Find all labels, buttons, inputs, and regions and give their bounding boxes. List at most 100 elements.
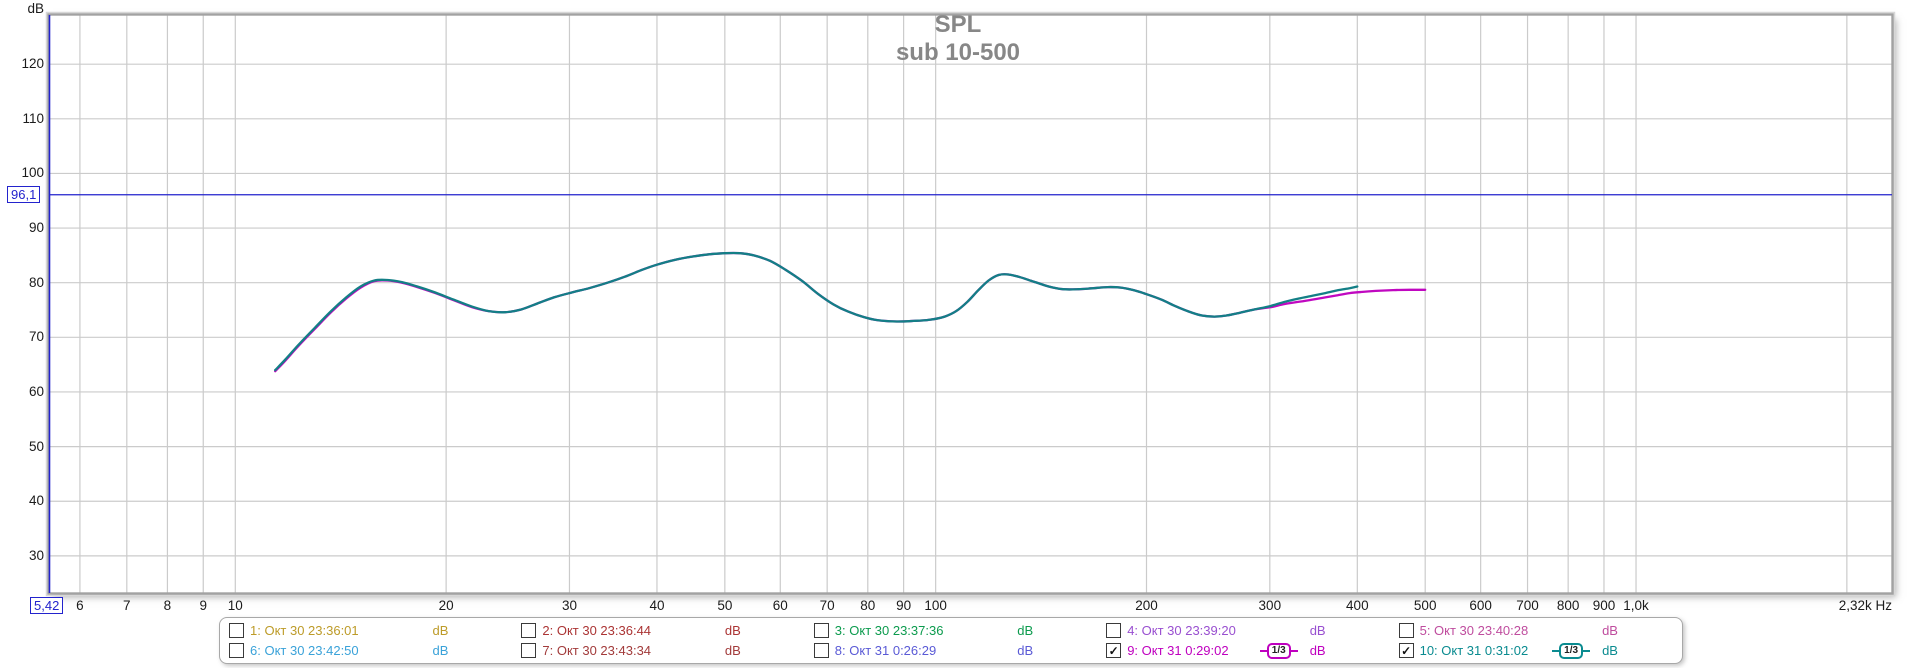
x-tick-label: 60 xyxy=(772,598,788,613)
x-tick-label: 500 xyxy=(1413,598,1437,613)
legend-item[interactable]: 1: Окт 30 23:36:01 dB xyxy=(220,620,512,641)
smoothing-badge[interactable]: 1/3 xyxy=(1259,642,1298,659)
smoothing-value: 1/3 xyxy=(1559,642,1584,659)
y-tick-label: 100 xyxy=(21,165,44,181)
x-tick-label: 900 xyxy=(1592,598,1616,613)
y-tick-label: 120 xyxy=(21,56,44,72)
x-tick-label: 9 xyxy=(199,598,207,613)
legend-checkbox[interactable] xyxy=(229,622,244,638)
legend-measurement-label: 10: Окт 31 0:31:02 xyxy=(1419,643,1529,659)
y-tick-label: 80 xyxy=(28,274,44,290)
legend-measurement-label: 8: Окт 31 0:26:29 xyxy=(834,643,937,659)
legend-checkbox[interactable] xyxy=(813,643,829,659)
legend-unit-label: dB xyxy=(724,622,741,638)
chart-subtitle: sub 10-500 xyxy=(895,39,1021,66)
legend-item[interactable]: 5: Окт 30 23:40:28 dB xyxy=(1390,620,1682,641)
legend-checkbox[interactable] xyxy=(1106,622,1122,638)
x-tick-label: 80 xyxy=(860,598,876,613)
chart-title: SPL xyxy=(934,11,982,38)
x-tick-label: 70 xyxy=(819,598,835,613)
x-tick-label: 6 xyxy=(76,598,84,613)
legend-measurement-label: 3: Окт 30 23:37:36 xyxy=(834,622,944,638)
badge-stub xyxy=(1552,649,1560,652)
legend-box: 1: Окт 30 23:36:01 dB 2: Окт 30 23:36:44 dB… xyxy=(219,617,1683,664)
x-tick-label: 10 xyxy=(227,598,243,613)
legend-checkbox[interactable] xyxy=(813,622,829,638)
cursor-freq-readout[interactable]: 5,42 xyxy=(30,597,64,614)
legend-item[interactable]: 4: Окт 30 23:39:20 dB xyxy=(1097,620,1389,641)
legend-measurement-label: 2: Окт 30 23:36:44 xyxy=(542,622,652,638)
legend-right-group: dB xyxy=(725,643,741,658)
legend-checkbox[interactable] xyxy=(1398,622,1414,638)
x-tick-label: 800 xyxy=(1556,598,1580,613)
legend-item[interactable]: ✓ 9: Окт 31 0:29:02 1/3 dB xyxy=(1097,641,1389,662)
y-tick-label: 110 xyxy=(22,110,44,126)
legend-right-group: dB xyxy=(1017,643,1033,658)
badge-stub xyxy=(1259,649,1267,652)
x-tick-label: 50 xyxy=(717,598,733,613)
legend-measurement-label: 9: Окт 31 0:29:02 xyxy=(1127,643,1229,659)
x-tick-label: 30 xyxy=(561,598,577,613)
plot-border-outer xyxy=(45,11,1896,597)
legend-item[interactable]: 7: Окт 30 23:43:34 dB xyxy=(512,641,804,662)
y-tick-label: 60 xyxy=(28,383,44,399)
legend-item[interactable]: ✓ 10: Окт 31 0:31:02 1/3 dB xyxy=(1390,641,1682,662)
y-axis-unit: dB xyxy=(27,1,44,16)
x-axis-end-label: 2,32k Hz xyxy=(1838,598,1892,613)
cursor-spl-readout[interactable]: 96,1 xyxy=(7,186,41,203)
legend-checkbox[interactable]: ✓ xyxy=(1106,643,1122,659)
legend-right-group: dB xyxy=(1310,623,1326,638)
x-tick-label: 40 xyxy=(649,598,665,613)
y-tick-label: 40 xyxy=(28,493,44,509)
legend-unit-label: dB xyxy=(1017,622,1034,638)
legend-measurement-label: 5: Окт 30 23:40:28 xyxy=(1419,622,1529,638)
legend-unit-label: dB xyxy=(432,643,449,659)
plot-border xyxy=(47,13,1894,595)
legend-item[interactable]: 6: Окт 30 23:42:50 dB xyxy=(220,641,512,662)
legend-unit-label: dB xyxy=(1017,643,1034,659)
y-tick-label: 30 xyxy=(28,547,44,563)
x-tick-label: 400 xyxy=(1346,598,1369,613)
legend-unit-label: dB xyxy=(1309,622,1326,638)
x-tick-label: 8 xyxy=(163,598,172,613)
y-tick-label: 90 xyxy=(28,220,44,236)
legend-row: 1: Окт 30 23:36:01 dB 2: Окт 30 23:36:44 dB… xyxy=(220,620,1682,641)
legend-measurement-label: 4: Окт 30 23:39:20 xyxy=(1127,622,1236,638)
y-tick-label: 50 xyxy=(28,438,44,454)
legend-right-group: 1/3 dB xyxy=(1552,642,1618,659)
smoothing-value: 1/3 xyxy=(1266,642,1291,659)
legend-unit-label: dB xyxy=(1602,643,1618,659)
legend-measurement-label: 6: Окт 30 23:42:50 xyxy=(250,643,359,659)
x-tick-label: 300 xyxy=(1258,598,1282,613)
legend-right-group: dB xyxy=(432,643,448,658)
smoothing-badge[interactable]: 1/3 xyxy=(1552,642,1591,659)
y-tick-label: 70 xyxy=(28,329,44,345)
x-tick-label: 90 xyxy=(896,598,912,613)
x-tick-label: 200 xyxy=(1135,598,1158,613)
legend-right-group: dB xyxy=(725,623,741,638)
badge-stub xyxy=(1583,649,1591,652)
x-tick-label: 7 xyxy=(123,598,131,613)
x-tick-label: 1,0k xyxy=(1623,598,1649,613)
legend-unit-label: dB xyxy=(432,622,449,638)
legend-row: 6: Окт 30 23:42:50 dB 7: Окт 30 23:43:34 dB… xyxy=(220,641,1682,662)
legend-item[interactable]: 3: Окт 30 23:37:36 dB xyxy=(805,620,1097,641)
legend-checkbox[interactable] xyxy=(521,643,537,659)
x-tick-label: 600 xyxy=(1469,598,1492,613)
x-tick-label: 100 xyxy=(924,598,947,613)
legend-item[interactable]: 8: Окт 31 0:26:29 dB xyxy=(805,641,1097,662)
legend-right-group: dB xyxy=(432,623,448,638)
legend-unit-label: dB xyxy=(724,643,741,659)
legend-measurement-label: 1: Окт 30 23:36:01 xyxy=(250,622,359,638)
legend-checkbox[interactable] xyxy=(229,643,244,659)
legend-right-group: dB xyxy=(1017,623,1033,638)
legend-checkbox[interactable]: ✓ xyxy=(1398,643,1414,659)
legend-unit-label: dB xyxy=(1309,643,1326,659)
legend-measurement-label: 7: Окт 30 23:43:34 xyxy=(542,643,652,659)
x-tick-label: 20 xyxy=(438,598,454,613)
legend-right-group: 1/3 dB xyxy=(1259,642,1326,659)
legend-item[interactable]: 2: Окт 30 23:36:44 dB xyxy=(512,620,804,641)
x-tick-label: 700 xyxy=(1516,598,1539,613)
legend-checkbox[interactable] xyxy=(521,622,537,638)
